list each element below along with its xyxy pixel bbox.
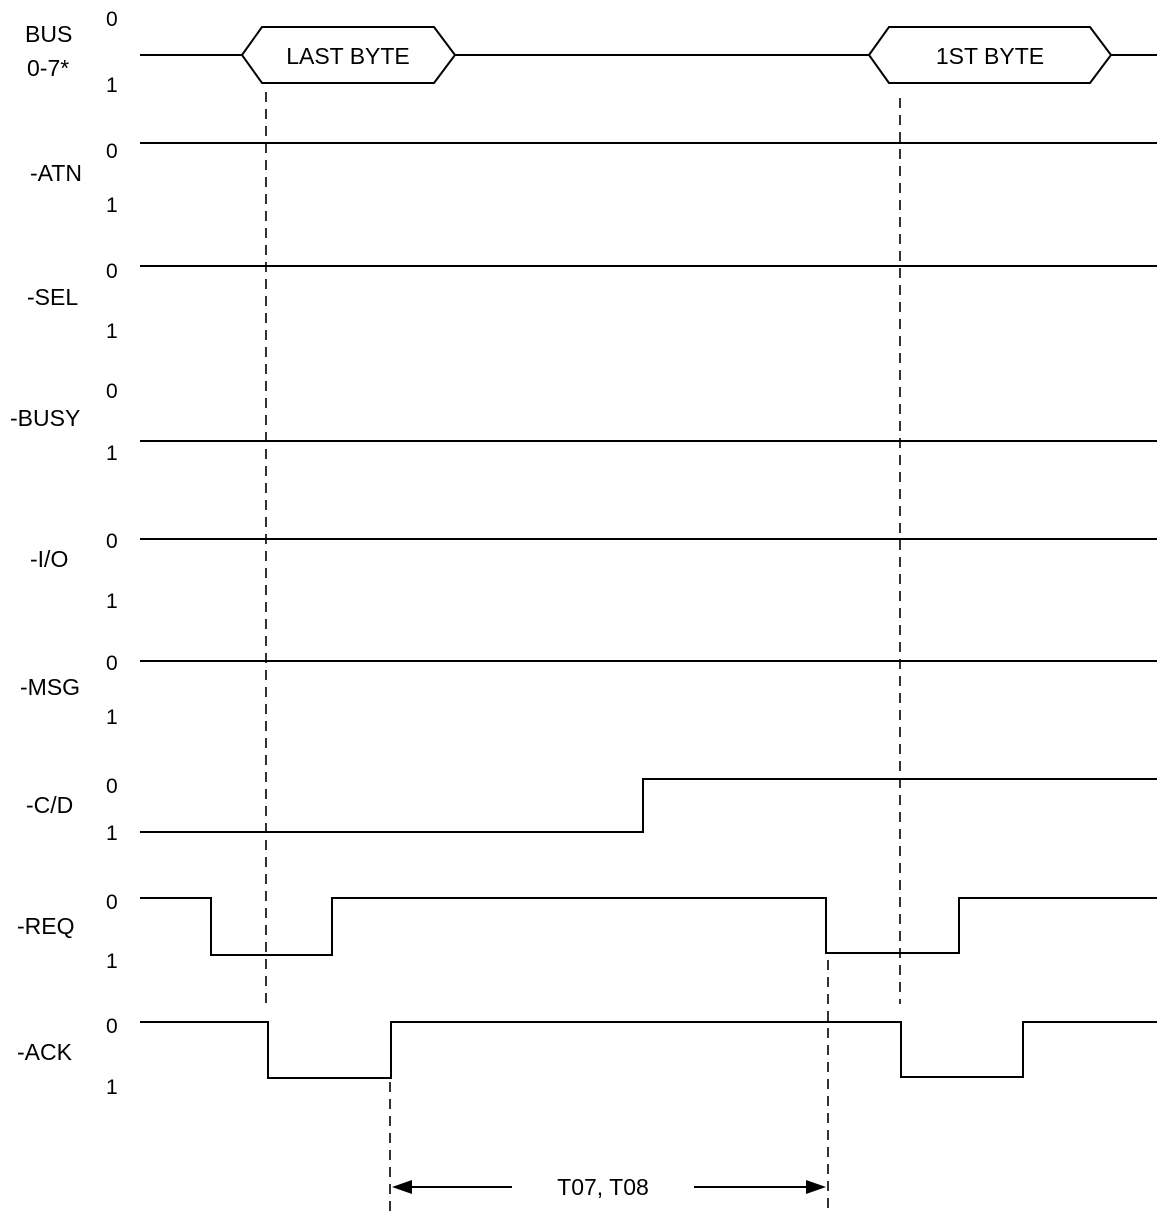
level-0-io: 0 xyxy=(106,530,118,553)
signal-ack: -ACK 0 1 xyxy=(17,1015,1157,1099)
bus-byte-first-label: 1ST BYTE xyxy=(936,43,1044,69)
level-1-cd: 1 xyxy=(106,822,118,845)
timing-label: T07, T08 xyxy=(557,1174,649,1200)
waveform-req xyxy=(140,897,1157,956)
level-1-busy: 1 xyxy=(106,442,118,465)
level-1-atn: 1 xyxy=(106,194,118,217)
level-1-io: 1 xyxy=(106,590,118,613)
level-0-sel: 0 xyxy=(106,260,118,283)
level-0-req: 0 xyxy=(106,891,118,914)
level-1-req: 1 xyxy=(106,950,118,973)
timing-markers xyxy=(265,92,901,1211)
signal-name-bus: BUS xyxy=(25,21,72,47)
level-0-cd: 0 xyxy=(106,775,118,798)
level-0-bus: 0 xyxy=(106,8,118,31)
signal-cd: -C/D 0 1 xyxy=(26,775,1157,845)
signal-bus: BUS 0-7* 0 1 LAST BYTE 1ST BYTE xyxy=(25,8,1157,97)
timing-interval-t07-t08: T07, T08 xyxy=(392,1174,826,1200)
signal-name-bus-sub: 0-7* xyxy=(27,55,69,81)
signal-msg: -MSG 0 1 xyxy=(20,652,1157,729)
timing-arrow-left-head xyxy=(392,1180,412,1194)
level-1-msg: 1 xyxy=(106,706,118,729)
level-1-ack: 1 xyxy=(106,1076,118,1099)
level-1-bus: 1 xyxy=(106,74,118,97)
signal-io: -I/O 0 1 xyxy=(30,530,1157,613)
signal-name-sel: -SEL xyxy=(27,284,78,310)
bus-byte-last-label: LAST BYTE xyxy=(286,43,410,69)
level-0-ack: 0 xyxy=(106,1015,118,1038)
signal-name-msg: -MSG xyxy=(20,674,80,700)
signal-name-io: -I/O xyxy=(30,546,68,572)
signal-name-cd: -C/D xyxy=(26,792,73,818)
waveform-cd xyxy=(140,778,1157,833)
waveform-ack xyxy=(140,1021,1157,1079)
signal-busy: -BUSY 0 1 xyxy=(10,380,1157,465)
level-0-atn: 0 xyxy=(106,140,118,163)
signal-name-busy: -BUSY xyxy=(10,405,80,431)
signal-req: -REQ 0 1 xyxy=(17,891,1157,973)
signal-sel: -SEL 0 1 xyxy=(27,260,1157,343)
signal-name-req: -REQ xyxy=(17,913,75,939)
timing-arrow-right-head xyxy=(806,1180,826,1194)
signal-name-ack: -ACK xyxy=(17,1039,73,1065)
signal-name-atn: -ATN xyxy=(30,160,82,186)
level-0-busy: 0 xyxy=(106,380,118,403)
level-0-msg: 0 xyxy=(106,652,118,675)
signal-atn: -ATN 0 1 xyxy=(30,140,1157,217)
level-1-sel: 1 xyxy=(106,320,118,343)
